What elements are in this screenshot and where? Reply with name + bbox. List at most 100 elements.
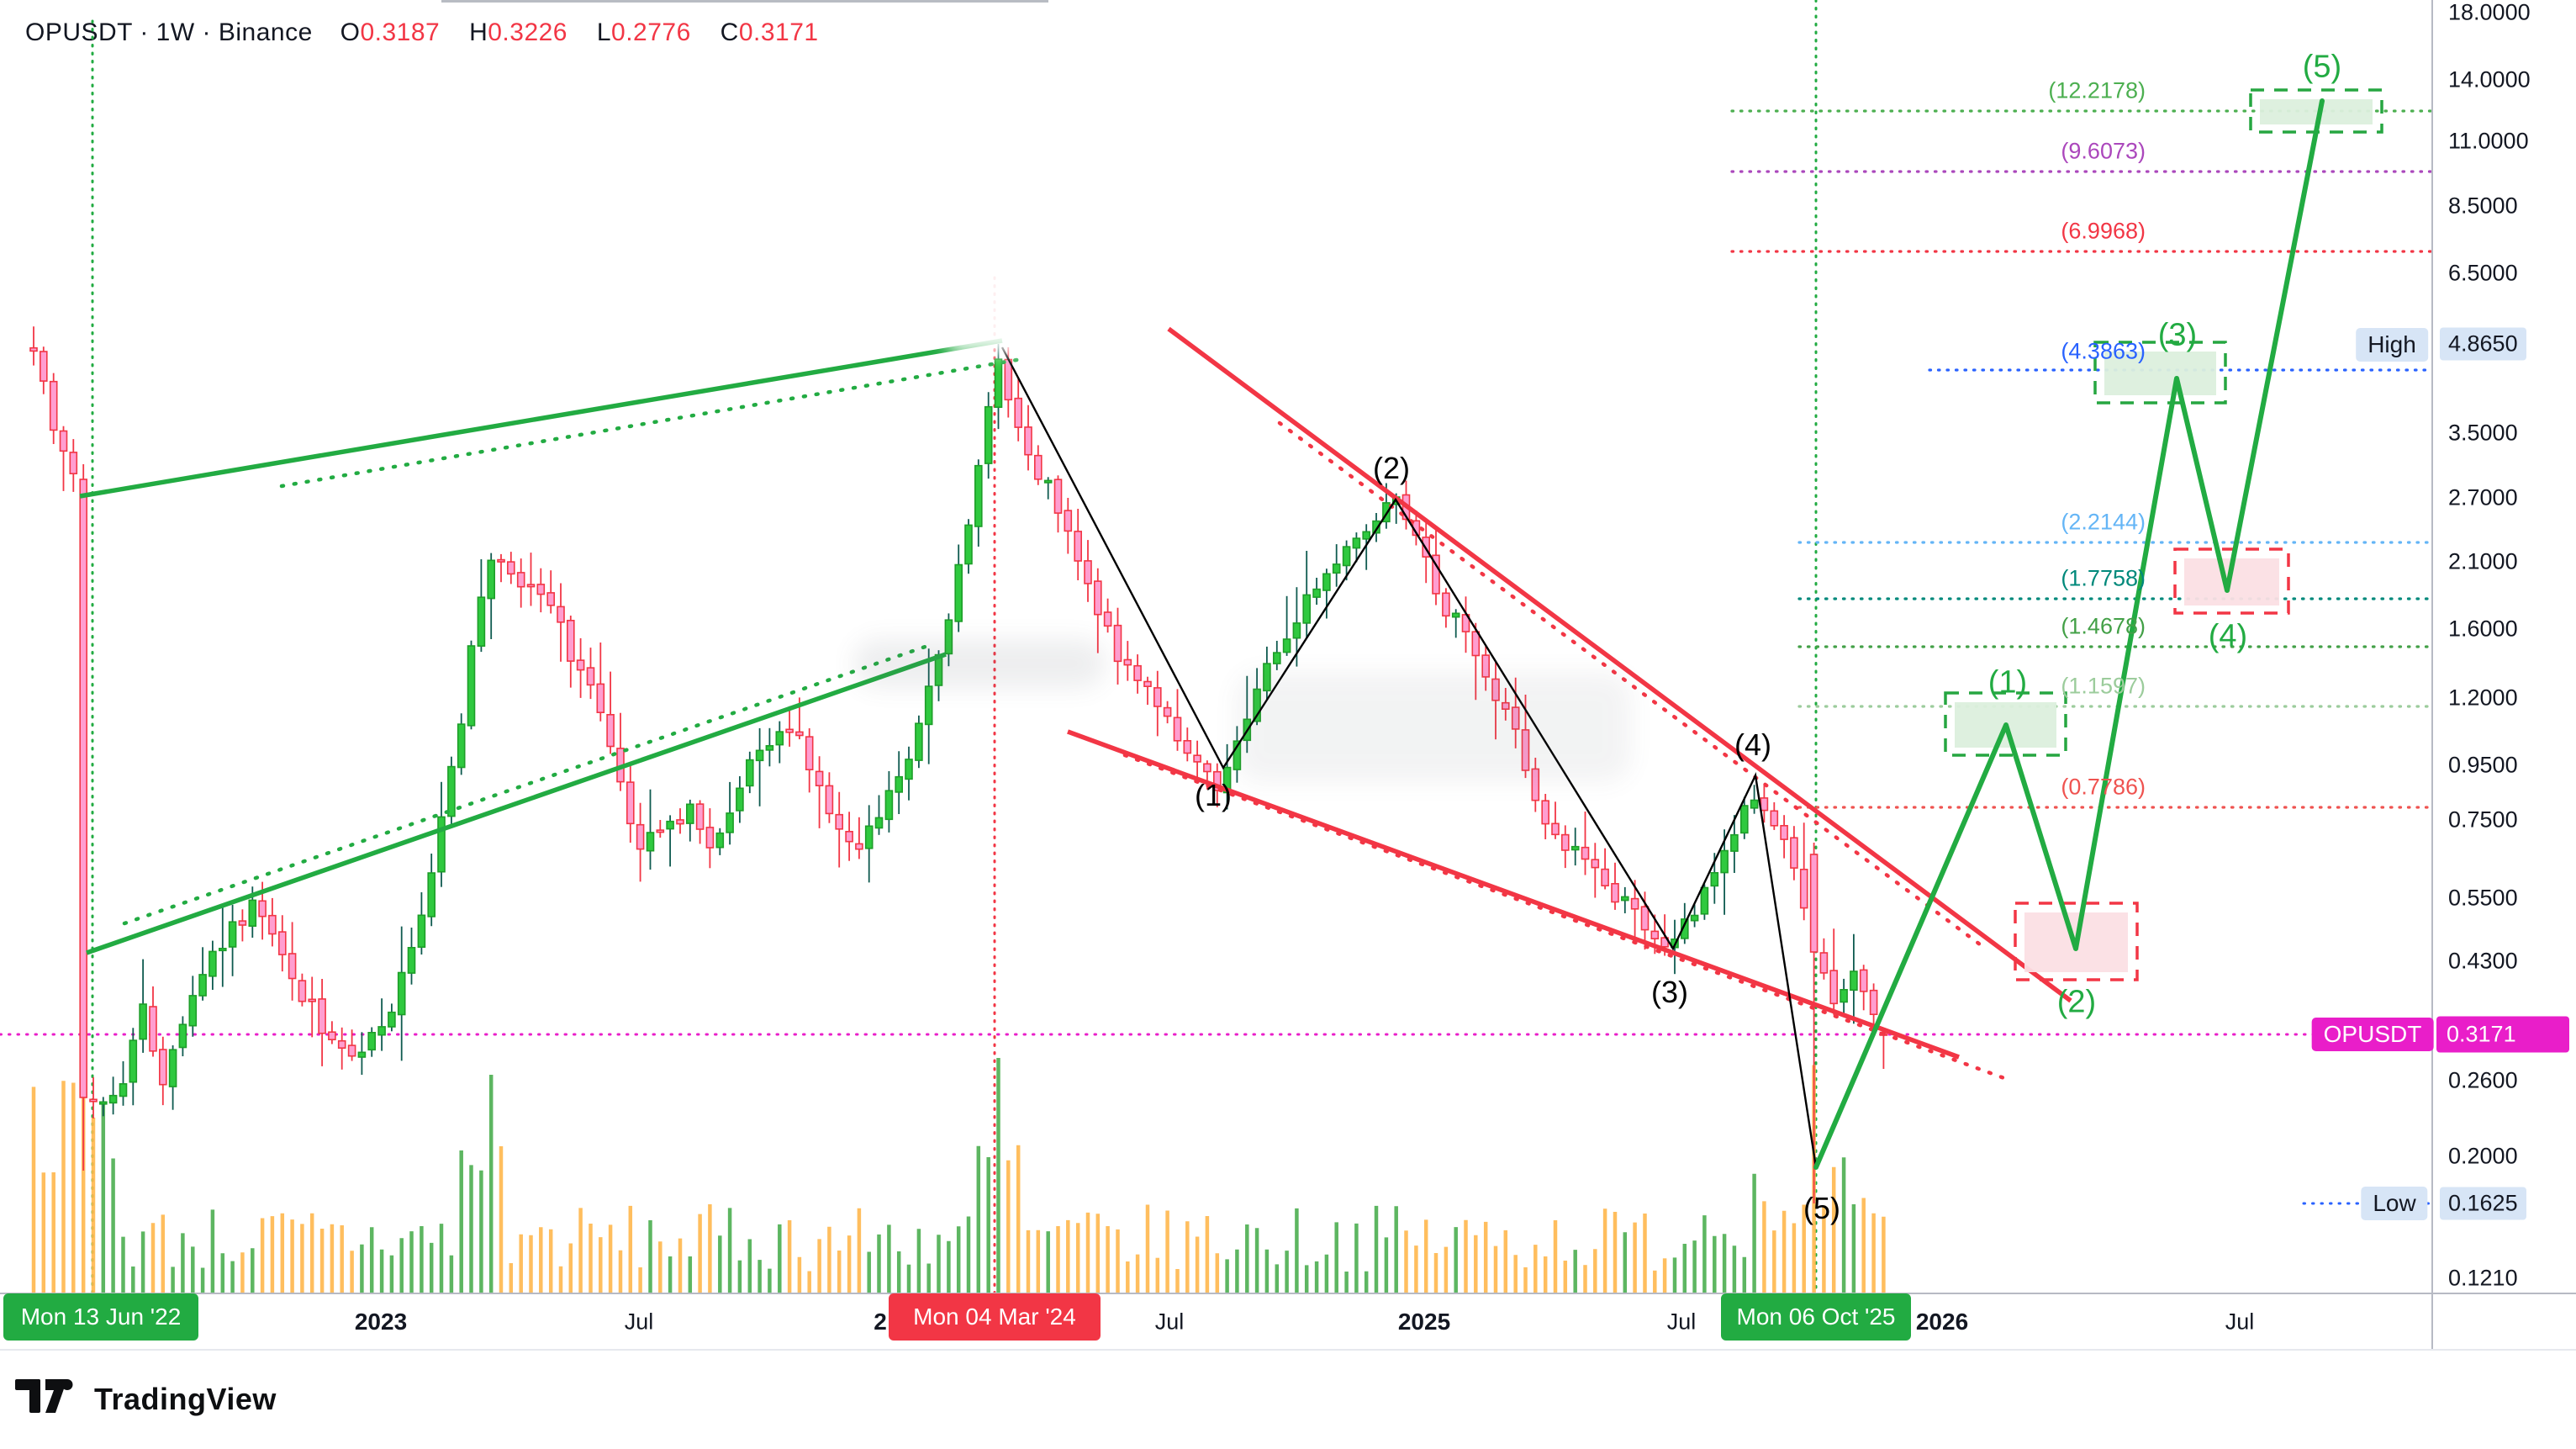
candle-body [168, 1049, 177, 1087]
candle-body [347, 1044, 356, 1057]
candle-body [288, 953, 297, 980]
price-level-label: (6.9968) [2061, 218, 2146, 244]
candle-body [1799, 869, 1808, 909]
completed-wave-label: (1) [1195, 778, 1232, 812]
candle-body [497, 558, 505, 563]
symbol-ohlc-header[interactable]: OPUSDT · 1W · Binance O0.3187 H0.3226 L0… [25, 19, 841, 47]
candle-body [944, 619, 953, 655]
candle-body [1043, 479, 1053, 484]
candle-body [666, 820, 674, 830]
candle-body [377, 1026, 386, 1036]
candle-body [328, 1031, 336, 1040]
candle-body [1084, 560, 1092, 584]
candle-body [1630, 897, 1639, 910]
price-tick: 1.2000 [2448, 685, 2518, 711]
projected-wave-label: (4) [2208, 618, 2248, 654]
candle-body [1850, 970, 1858, 992]
candle-body [39, 351, 48, 382]
candle-body [1521, 729, 1530, 771]
candle-body [994, 358, 1003, 409]
candle-body [905, 759, 913, 780]
price-tick: 0.1210 [2448, 1265, 2518, 1291]
candle-body [1770, 810, 1779, 827]
candle-body [1790, 837, 1798, 869]
candle-body [1193, 754, 1201, 763]
red-lower-solid [1067, 729, 1960, 1060]
red-upper-solid [1167, 326, 2072, 1003]
watermark-smudge [853, 639, 1106, 688]
candle-body [864, 825, 874, 849]
candle-body [209, 950, 217, 977]
price-level-label: (9.6073) [2061, 138, 2146, 164]
candle-body [506, 561, 515, 575]
candle-body [775, 731, 784, 746]
candle-body [1273, 652, 1281, 664]
candle-body [536, 584, 546, 595]
candle-body [736, 787, 744, 812]
candle-body [1601, 868, 1609, 886]
projected-wave-label: (5) [2302, 49, 2342, 85]
candle-body [258, 900, 267, 918]
completed-wave-label: (2) [1373, 451, 1410, 485]
candle-body [1710, 872, 1719, 887]
candle-body [1809, 854, 1819, 953]
candle-body [308, 998, 317, 1002]
projected-wave-label: (3) [2157, 317, 2198, 353]
completed-wave-label: (4) [1734, 727, 1771, 762]
candle-body [1740, 805, 1749, 834]
price-tick: 0.5500 [2448, 885, 2518, 911]
price-level-label: (4.3863) [2061, 338, 2146, 364]
candle-body [1561, 833, 1570, 851]
candle-body [964, 524, 973, 565]
candle-body [705, 827, 715, 849]
candle-body [1570, 845, 1580, 851]
price-level-label: (0.7786) [2061, 774, 2146, 800]
candle-body [59, 430, 68, 452]
wave4-target-border [2173, 547, 2290, 615]
candle-body [1611, 883, 1619, 903]
candle-body [467, 645, 476, 727]
candle-body [1551, 822, 1560, 836]
candle-body [1233, 740, 1242, 770]
candle-body [745, 759, 754, 787]
price-tick: 8.5000 [2448, 193, 2518, 219]
candle-body [79, 479, 87, 1098]
tradingview-logo[interactable]: TradingView [15, 1378, 277, 1421]
date-marker-badge: Mon 13 Jun '22 [3, 1293, 198, 1341]
candle-body [785, 728, 794, 733]
candle-body [1442, 592, 1450, 617]
candle-body [765, 744, 774, 751]
completed-wave-label: (3) [1651, 975, 1688, 1009]
candle-body [1034, 454, 1043, 480]
candle-body [1024, 426, 1032, 456]
candle-body [447, 765, 456, 817]
candle-body [974, 464, 983, 527]
price-tick: 2.7000 [2448, 484, 2518, 510]
candle-body [139, 1003, 147, 1040]
fade-overlay [948, 227, 1049, 353]
clipped-top-element [441, 0, 1048, 3]
candle-body [1840, 989, 1848, 1003]
price-level-label: (1.1597) [2061, 673, 2146, 699]
price-level-label: (1.4678) [2061, 613, 2146, 639]
high-marker-badge: High [2356, 328, 2428, 362]
candle-body [268, 914, 277, 935]
candle-body [129, 1039, 138, 1083]
candle-body [99, 1101, 108, 1105]
candle-body [238, 920, 247, 926]
candle-body [318, 998, 326, 1034]
candle-body [1053, 479, 1063, 514]
candle-body [656, 829, 665, 833]
close-value: C0.3171 [720, 19, 819, 46]
candle-body [218, 948, 227, 952]
candle-body [726, 812, 734, 833]
candle-body [49, 380, 58, 431]
candle-body [1819, 952, 1829, 974]
candle-body [915, 722, 923, 761]
candle-body [1869, 989, 1878, 1015]
candle-body [1143, 680, 1152, 687]
candle-body [636, 823, 645, 850]
price-tick: 14.0000 [2448, 66, 2531, 93]
candle-body [1720, 849, 1729, 874]
projected-wave-zigzag [1813, 98, 2325, 1170]
